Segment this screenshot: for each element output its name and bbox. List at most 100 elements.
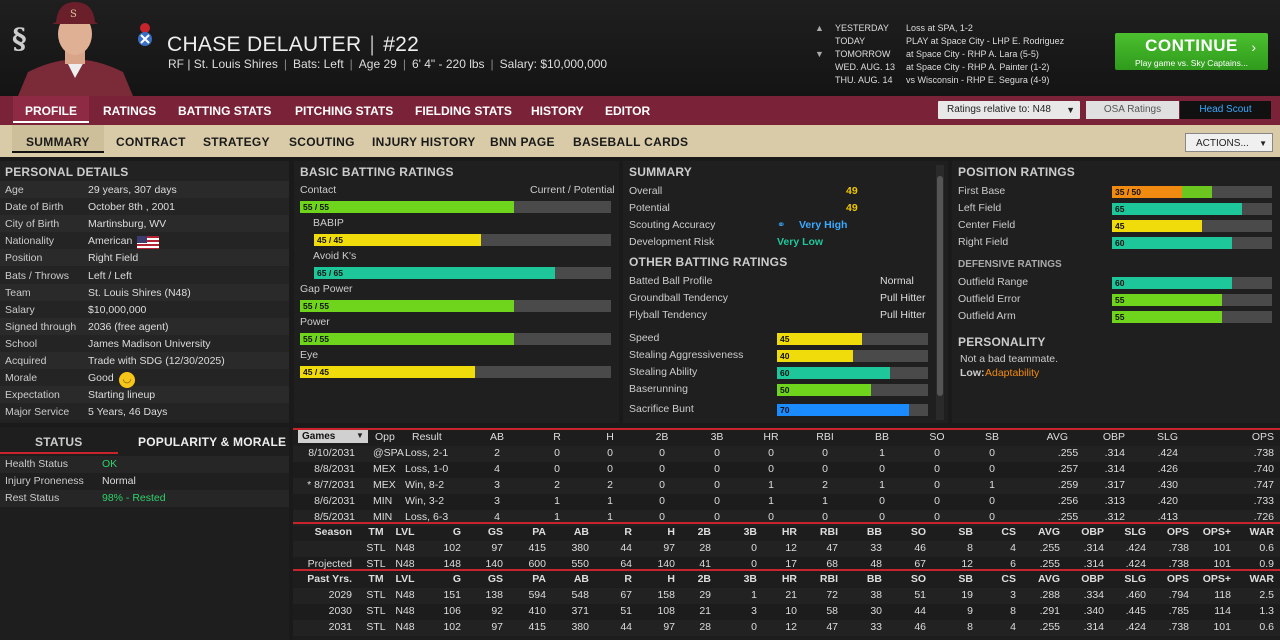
bar-value: 45 / 45 [317, 235, 343, 245]
past-header: OPS [1166, 573, 1189, 585]
bar-value: 60 [780, 368, 790, 378]
game-cell: MEX [373, 463, 396, 475]
games-select[interactable]: Games [298, 430, 368, 443]
past-cell: 114 [1214, 605, 1231, 617]
game-cell: .424 [1157, 447, 1178, 459]
detail-row-bg [0, 352, 289, 369]
game-cell: 0 [768, 511, 774, 523]
games-header: AB [489, 431, 504, 443]
tab-status[interactable]: STATUS [35, 435, 83, 449]
subtab-bnn-page[interactable]: BNN PAGE [490, 135, 555, 149]
season-cell: 68 [826, 558, 838, 570]
games-header: OPS [1251, 431, 1274, 443]
past-header: 3B [743, 573, 757, 585]
tab-pitching-stats[interactable]: PITCHING STATS [295, 104, 394, 118]
season-cell: 12 [961, 558, 973, 570]
bar-fill [777, 333, 862, 345]
actions-select[interactable]: ACTIONS... ▼ [1185, 133, 1273, 152]
tab-profile[interactable]: PROFILE [13, 96, 90, 123]
tab-history[interactable]: HISTORY [531, 104, 584, 118]
batting-bar: 55 / 55 [300, 333, 611, 345]
past-row-bg [293, 604, 1280, 620]
past-header: WAR [1249, 573, 1275, 585]
tab-ratings[interactable]: RATINGS [103, 104, 157, 118]
game-cell: Win, 3-2 [405, 495, 445, 507]
separator: | [283, 57, 287, 71]
schedule-list: ▲ YESTERDAY Loss at SPA, 1-2 TODAY PLAY at S… [812, 23, 1082, 93]
table-divider [293, 522, 1280, 524]
season-cell: 140 [485, 558, 503, 570]
defensive-ratings-title: DEFENSIVE RATINGS [958, 259, 1062, 270]
head-scout-toggle[interactable]: Head Scout [1180, 101, 1271, 119]
subtab-scouting[interactable]: SCOUTING [289, 135, 355, 149]
season-header: G [452, 526, 461, 538]
past-cell: 2029 [328, 589, 352, 601]
summary-value: Very High [799, 219, 848, 231]
detail-label: Salary [5, 303, 35, 316]
subtab-contract[interactable]: CONTRACT [116, 135, 186, 149]
scrollbar-thumb[interactable] [937, 176, 943, 396]
season-header: R [624, 526, 632, 538]
past-cell: 97 [663, 621, 675, 633]
game-cell: 0 [934, 463, 940, 475]
game-cell: .413 [1157, 511, 1178, 523]
game-cell: 0 [607, 463, 613, 475]
scroll-down-icon[interactable]: ▼ [815, 49, 824, 59]
detail-row-bg [0, 249, 289, 267]
summary-panel [623, 161, 948, 423]
games-header: HR [763, 431, 779, 443]
past-cell: .340 [1083, 605, 1104, 617]
schedule-day: TOMORROW [835, 49, 891, 59]
batting-label: BABIP [313, 217, 344, 229]
past-header: AVG [1038, 573, 1060, 585]
subtab-summary[interactable]: SUMMARY [12, 125, 104, 153]
separator: | [349, 57, 353, 71]
sub-nav [0, 125, 1280, 157]
scroll-up-icon[interactable]: ▲ [815, 23, 824, 33]
subtab-injury-history[interactable]: INJURY HISTORY [372, 135, 476, 149]
detail-value: 2036 (free agent) [88, 320, 169, 333]
bar-fill [300, 201, 514, 213]
game-cell: 1 [879, 447, 885, 459]
running-bar: 50 [777, 384, 928, 396]
season-header: WAR [1249, 526, 1275, 538]
personality-text: Not a bad teammate. [960, 353, 1059, 365]
subtab-baseball-cards[interactable]: BASEBALL CARDS [573, 135, 689, 149]
position-ratings-title: POSITION RATINGS [958, 165, 1075, 179]
game-cell: 1 [989, 479, 995, 491]
osa-ratings-toggle[interactable]: OSA Ratings [1086, 101, 1179, 119]
game-cell: 0 [659, 495, 665, 507]
tab-editor[interactable]: EDITOR [605, 104, 651, 118]
past-header: 2B [697, 573, 711, 585]
running-label: Stealing Aggressiveness [629, 349, 744, 361]
past-cell: 371 [571, 605, 589, 617]
game-cell: .733 [1253, 495, 1274, 507]
summary-label: Potential [629, 202, 670, 214]
tab-fielding-stats[interactable]: FIELDING STATS [415, 104, 512, 118]
games-header: AVG [1046, 431, 1068, 443]
subtab-strategy[interactable]: STRATEGY [203, 135, 270, 149]
batting-label: Power [300, 316, 330, 328]
game-cell: 4 [494, 511, 500, 523]
tab-popularity-morale[interactable]: POPULARITY & MORALE [138, 435, 287, 449]
batting-label: Gap Power [300, 283, 353, 295]
position-label: Right Field [958, 236, 1009, 248]
season-cell: 64 [620, 558, 632, 570]
continue-button[interactable]: CONTINUE Play game vs. Sky Captains... › [1115, 33, 1268, 70]
season-cell: .738 [1168, 542, 1189, 554]
game-cell: .740 [1253, 463, 1274, 475]
season-cell: N48 [395, 542, 415, 554]
season-header: SLG [1124, 526, 1146, 538]
past-cell: 158 [657, 589, 675, 601]
ratings-relative-select[interactable]: Ratings relative to: N48 ▼ [938, 101, 1080, 119]
game-cell: 0 [714, 447, 720, 459]
game-cell: .747 [1253, 479, 1274, 491]
past-cell: N48 [395, 589, 415, 601]
detail-value: American [88, 235, 133, 248]
season-cell: 380 [571, 542, 589, 554]
other-batting-title: OTHER BATTING RATINGS [629, 255, 788, 269]
game-cell: 0 [989, 495, 995, 507]
tab-batting-stats[interactable]: BATTING STATS [178, 104, 272, 118]
season-cell: 415 [528, 542, 546, 554]
game-cell: 0 [607, 447, 613, 459]
